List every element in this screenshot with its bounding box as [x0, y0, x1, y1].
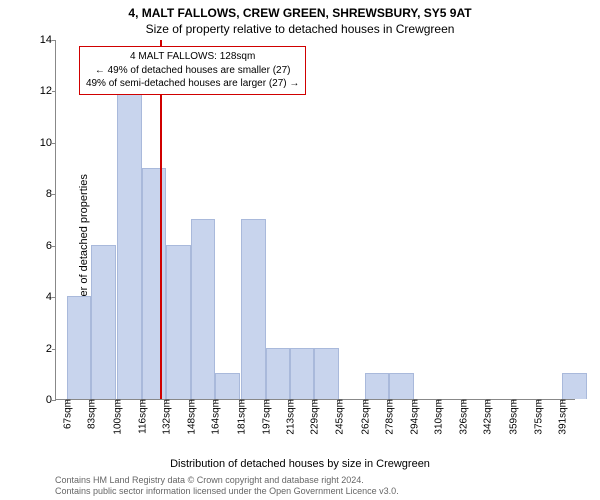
histogram-bar [117, 65, 141, 399]
histogram-bar [562, 373, 586, 399]
x-tick-label: 197sqm [259, 399, 272, 435]
x-tick-label: 100sqm [111, 399, 124, 435]
x-tick-label: 278sqm [383, 399, 396, 435]
x-tick-label: 83sqm [85, 399, 98, 429]
credits: Contains HM Land Registry data © Crown c… [55, 475, 399, 498]
x-tick-label: 262sqm [358, 399, 371, 435]
x-tick-label: 294sqm [407, 399, 420, 435]
annotation-line: ← 49% of detached houses are smaller (27… [86, 64, 299, 78]
histogram-bar [215, 373, 239, 399]
x-tick-label: 116sqm [135, 399, 148, 434]
y-tick-mark [52, 194, 56, 195]
credits-line-1: Contains HM Land Registry data © Crown c… [55, 475, 399, 487]
y-tick-mark [52, 246, 56, 247]
x-tick-label: 229sqm [308, 399, 321, 435]
y-tick-mark [52, 91, 56, 92]
histogram-bar [91, 245, 115, 399]
histogram-bar [166, 245, 190, 399]
x-tick-label: 164sqm [209, 399, 222, 435]
x-tick-label: 181sqm [235, 399, 248, 435]
x-tick-label: 310sqm [432, 399, 445, 435]
y-tick-mark [52, 143, 56, 144]
plot-area: 0246810121467sqm83sqm100sqm116sqm132sqm1… [55, 40, 575, 400]
y-tick-mark [52, 349, 56, 350]
annotation-line: 4 MALT FALLOWS: 128sqm [86, 50, 299, 64]
x-tick-label: 359sqm [507, 399, 520, 435]
histogram-bar [241, 219, 265, 399]
y-tick-mark [52, 297, 56, 298]
histogram-bar [67, 296, 91, 399]
x-axis-label: Distribution of detached houses by size … [0, 458, 600, 470]
chart-subtitle: Size of property relative to detached ho… [0, 22, 600, 36]
chart-container: 4, MALT FALLOWS, CREW GREEN, SHREWSBURY,… [0, 0, 600, 500]
annotation-line: 49% of semi-detached houses are larger (… [86, 77, 299, 91]
x-tick-label: 67sqm [60, 399, 73, 429]
histogram-bar [365, 373, 389, 399]
credits-line-2: Contains public sector information licen… [55, 486, 399, 498]
histogram-bar [191, 219, 215, 399]
x-tick-label: 375sqm [531, 399, 544, 435]
x-tick-label: 342sqm [481, 399, 494, 435]
histogram-bar [266, 348, 290, 399]
y-tick-mark [52, 40, 56, 41]
x-tick-label: 213sqm [284, 399, 297, 435]
x-tick-label: 245sqm [332, 399, 345, 435]
histogram-bar [314, 348, 338, 399]
x-tick-label: 148sqm [184, 399, 197, 435]
histogram-bar [290, 348, 314, 399]
histogram-bar [142, 168, 166, 399]
annotation-box: 4 MALT FALLOWS: 128sqm← 49% of detached … [79, 46, 306, 95]
chart-title: 4, MALT FALLOWS, CREW GREEN, SHREWSBURY,… [0, 6, 600, 20]
x-tick-label: 326sqm [456, 399, 469, 435]
y-tick-mark [52, 400, 56, 401]
histogram-bar [389, 373, 413, 399]
x-tick-label: 391sqm [556, 399, 569, 435]
x-tick-label: 132sqm [160, 399, 173, 435]
